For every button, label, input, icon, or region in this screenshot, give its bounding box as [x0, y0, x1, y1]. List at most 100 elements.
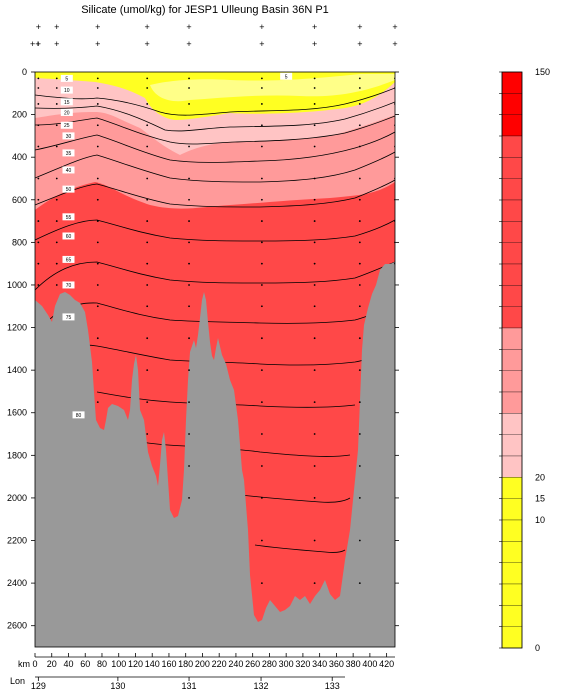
- sample-dot: [96, 77, 99, 80]
- contour-label-bg: [62, 281, 75, 289]
- x-tick-label: 20: [47, 659, 57, 669]
- y-tick-label: 1400: [7, 365, 27, 375]
- colorbar-segment: [501, 498, 523, 521]
- sample-dot: [96, 369, 99, 372]
- station-tick-2: +: [312, 39, 317, 49]
- sample-dot: [260, 539, 263, 542]
- colorbar-segment: [501, 583, 523, 606]
- sample-dot: [313, 337, 316, 340]
- sample-dot: [358, 337, 361, 340]
- sample-dot: [96, 145, 99, 148]
- station-tick: +: [357, 22, 362, 32]
- sample-dot: [260, 497, 263, 499]
- sample-dot: [37, 103, 40, 105]
- sample-dot: [146, 145, 149, 148]
- sample-dot: [96, 401, 99, 403]
- station-row-label-2: ++: [30, 39, 41, 49]
- colorbar-segment: [501, 413, 523, 435]
- sample-dot: [260, 103, 263, 105]
- sample-dot: [146, 220, 149, 222]
- y-tick-label: 2000: [7, 493, 27, 503]
- station-tick: +: [392, 22, 397, 32]
- sample-dot: [358, 124, 361, 127]
- sample-dot: [260, 465, 263, 467]
- x-tick-label: 340: [312, 659, 327, 669]
- lon-tick-label: 129: [31, 681, 46, 691]
- sample-dot: [313, 305, 316, 308]
- sample-dot: [358, 305, 361, 308]
- x-tick-label: 360: [329, 659, 344, 669]
- sample-dot: [55, 103, 58, 105]
- x-tick-label: 0: [32, 659, 37, 669]
- y-tick-label: 1200: [7, 323, 27, 333]
- sample-dot: [37, 262, 40, 265]
- sample-dot: [146, 433, 149, 435]
- y-tick-label: 600: [12, 195, 27, 205]
- sample-dot: [260, 77, 263, 80]
- sample-dot: [313, 177, 316, 180]
- sample-dot: [358, 87, 361, 89]
- sample-dot: [96, 305, 99, 308]
- y-tick-label: 1600: [7, 408, 27, 418]
- contour-label-bg: [62, 149, 75, 157]
- sample-dot: [188, 220, 190, 222]
- colorbar-segment: [501, 221, 523, 243]
- plot-frame: [34, 71, 396, 648]
- x-tick-label: 100: [111, 659, 126, 669]
- x-tick-label: 420: [379, 659, 394, 669]
- sample-dot: [96, 87, 99, 89]
- lon-axis-label: Lon: [10, 676, 25, 686]
- sample-dot: [55, 284, 58, 286]
- sample-dot: [96, 284, 99, 286]
- sample-dot: [358, 77, 361, 80]
- colorbar-segment: [501, 135, 523, 158]
- sample-dot: [260, 241, 263, 244]
- colorbar-segment: [501, 455, 523, 478]
- contour-label-bg: [62, 232, 75, 240]
- station-tick: +: [54, 22, 59, 32]
- sample-dot: [146, 401, 149, 403]
- sample-dot: [37, 177, 40, 180]
- sample-dot: [96, 262, 99, 265]
- sample-dot: [37, 87, 40, 89]
- sample-dot: [313, 103, 316, 105]
- sample-dot: [260, 337, 263, 340]
- x-axis-label: km: [18, 659, 30, 669]
- sample-dot: [146, 284, 149, 286]
- contour-label: 30: [66, 134, 72, 140]
- station-tick-2: +: [54, 39, 59, 49]
- sample-dot: [188, 198, 190, 201]
- sample-dot: [146, 241, 149, 244]
- colorbar-segment: [501, 477, 523, 499]
- y-tick-label: 800: [12, 237, 27, 247]
- sample-dot: [358, 198, 361, 201]
- sample-dot: [313, 433, 316, 435]
- sample-dot: [260, 401, 263, 403]
- sample-dot: [313, 198, 316, 201]
- lon-axis: 129 130 131 132 133: [31, 676, 345, 691]
- sample-dot: [188, 497, 190, 499]
- sample-dot: [96, 177, 99, 180]
- sample-dot: [260, 582, 263, 585]
- sample-dot: [188, 337, 190, 340]
- colorbar-segment: [501, 349, 523, 371]
- station-tick: +: [312, 22, 317, 32]
- y-axis: 0 200 400 600 800 1000 1200 1400 1600 1800 2000 220…: [7, 67, 399, 631]
- contour-label-bg: [62, 313, 75, 321]
- sample-dot: [188, 241, 190, 244]
- contour-label: 35: [66, 151, 72, 157]
- sample-dot: [260, 145, 263, 148]
- colorbar-label: 15: [535, 494, 545, 504]
- sample-dot: [96, 241, 99, 244]
- sample-dot: [260, 198, 263, 201]
- sample-dot: [146, 198, 149, 201]
- y-tick-label: 1000: [7, 280, 27, 290]
- sample-dot: [313, 145, 316, 148]
- contour-label: 5: [285, 74, 288, 80]
- sample-dot: [188, 401, 190, 403]
- sample-dot: [96, 198, 99, 201]
- contour-label: 40: [66, 168, 72, 174]
- sample-dot: [96, 337, 99, 340]
- contour-label-bg: [62, 166, 75, 174]
